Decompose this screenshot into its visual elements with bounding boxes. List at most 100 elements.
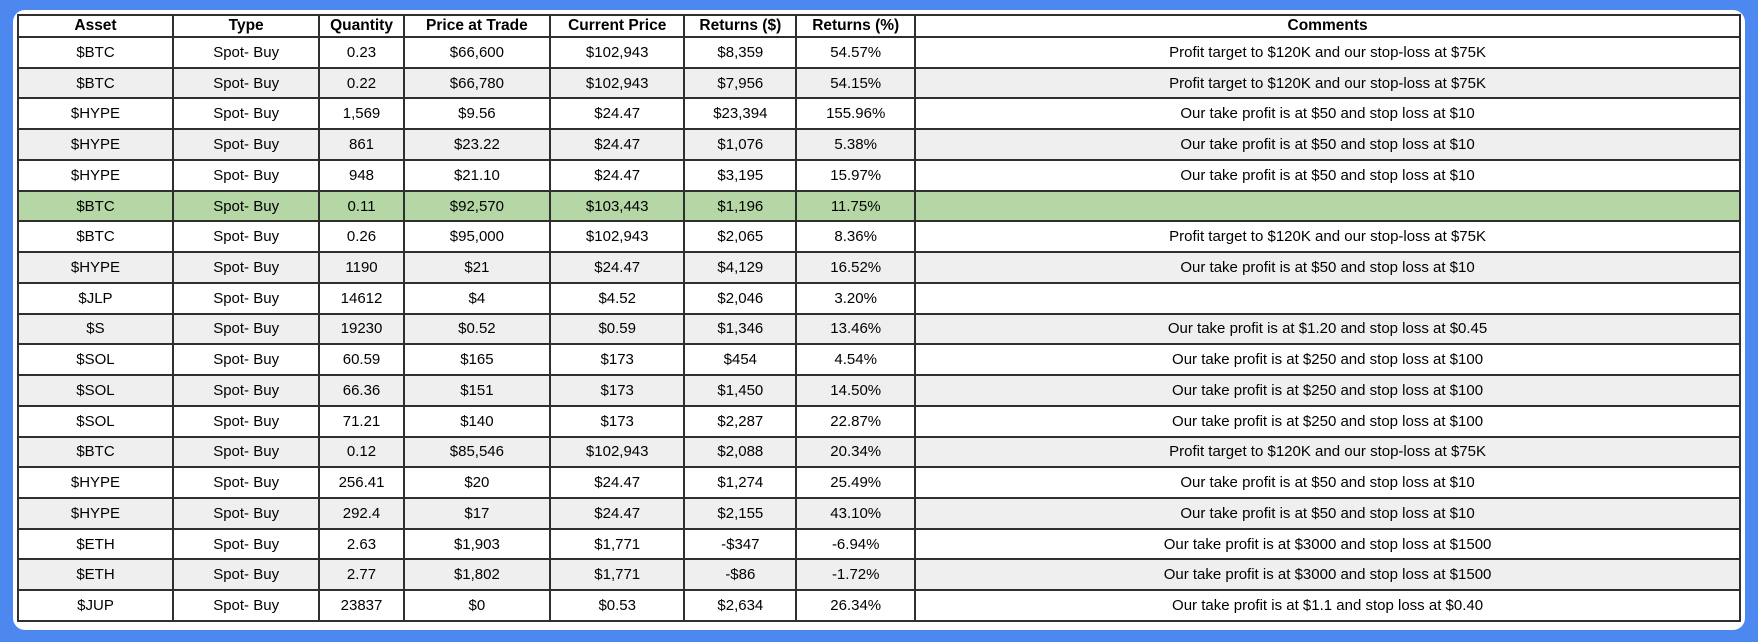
cell-type[interactable]: Spot- Buy bbox=[171, 66, 321, 100]
cell-quantity[interactable]: 60.59 bbox=[318, 343, 405, 377]
column-header-returns_pct[interactable]: Returns (%) bbox=[795, 14, 917, 38]
cell-asset[interactable]: $BTC bbox=[17, 220, 174, 254]
cell-comments[interactable]: Our take profit is at $3000 and stop los… bbox=[914, 558, 1741, 592]
cell-comments[interactable]: Profit target to $120K and our stop-loss… bbox=[914, 435, 1741, 469]
cell-current_price[interactable]: $24.47 bbox=[549, 497, 686, 530]
cell-returns_pct[interactable]: 155.96% bbox=[795, 97, 917, 131]
cell-returns_pct[interactable]: 54.15% bbox=[795, 66, 917, 100]
cell-price_at_trade[interactable]: $21 bbox=[402, 251, 552, 284]
cell-quantity[interactable]: 0.23 bbox=[318, 36, 405, 69]
cell-price_at_trade[interactable]: $0 bbox=[402, 589, 552, 622]
cell-returns_usd[interactable]: $1,346 bbox=[683, 312, 798, 346]
cell-returns_usd[interactable]: $4,129 bbox=[683, 251, 798, 284]
cell-type[interactable]: Spot- Buy bbox=[171, 527, 321, 561]
cell-asset[interactable]: $BTC bbox=[17, 189, 174, 223]
cell-asset[interactable]: $HYPE bbox=[17, 128, 174, 161]
cell-returns_usd[interactable]: $1,076 bbox=[683, 128, 798, 161]
cell-current_price[interactable]: $24.47 bbox=[549, 158, 686, 192]
cell-quantity[interactable]: 0.22 bbox=[318, 66, 405, 100]
cell-price_at_trade[interactable]: $21.10 bbox=[402, 158, 552, 192]
cell-price_at_trade[interactable]: $140 bbox=[402, 404, 552, 438]
column-header-current_price[interactable]: Current Price bbox=[549, 14, 686, 38]
cell-price_at_trade[interactable]: $165 bbox=[402, 343, 552, 377]
cell-returns_usd[interactable]: $2,155 bbox=[683, 497, 798, 530]
cell-comments[interactable]: Our take profit is at $3000 and stop los… bbox=[914, 527, 1741, 561]
cell-current_price[interactable]: $103,443 bbox=[549, 189, 686, 223]
column-header-comments[interactable]: Comments bbox=[914, 14, 1741, 38]
cell-asset[interactable]: $SOL bbox=[17, 343, 174, 377]
cell-returns_usd[interactable]: $2,287 bbox=[683, 404, 798, 438]
cell-price_at_trade[interactable]: $95,000 bbox=[402, 220, 552, 254]
cell-asset[interactable]: $JUP bbox=[17, 589, 174, 622]
cell-returns_pct[interactable]: 4.54% bbox=[795, 343, 917, 377]
cell-comments[interactable]: Our take profit is at $50 and stop loss … bbox=[914, 497, 1741, 530]
cell-returns_pct[interactable]: 11.75% bbox=[795, 189, 917, 223]
cell-returns_pct[interactable]: 22.87% bbox=[795, 404, 917, 438]
cell-returns_pct[interactable]: 25.49% bbox=[795, 466, 917, 500]
cell-price_at_trade[interactable]: $92,570 bbox=[402, 189, 552, 223]
cell-price_at_trade[interactable]: $85,546 bbox=[402, 435, 552, 469]
cell-comments[interactable]: Profit target to $120K and our stop-loss… bbox=[914, 66, 1741, 100]
cell-comments[interactable]: Our take profit is at $1.20 and stop los… bbox=[914, 312, 1741, 346]
cell-asset[interactable]: $HYPE bbox=[17, 97, 174, 131]
cell-comments[interactable] bbox=[914, 281, 1741, 315]
cell-comments[interactable]: Our take profit is at $50 and stop loss … bbox=[914, 158, 1741, 192]
cell-quantity[interactable]: 256.41 bbox=[318, 466, 405, 500]
cell-comments[interactable]: Our take profit is at $50 and stop loss … bbox=[914, 466, 1741, 500]
cell-returns_pct[interactable]: 5.38% bbox=[795, 128, 917, 161]
cell-quantity[interactable]: 71.21 bbox=[318, 404, 405, 438]
cell-asset[interactable]: $S bbox=[17, 312, 174, 346]
cell-current_price[interactable]: $102,943 bbox=[549, 36, 686, 69]
cell-comments[interactable] bbox=[914, 189, 1741, 223]
cell-asset[interactable]: $BTC bbox=[17, 66, 174, 100]
column-header-asset[interactable]: Asset bbox=[17, 14, 174, 38]
cell-current_price[interactable]: $102,943 bbox=[549, 435, 686, 469]
cell-returns_pct[interactable]: 3.20% bbox=[795, 281, 917, 315]
cell-type[interactable]: Spot- Buy bbox=[171, 558, 321, 592]
cell-returns_pct[interactable]: 26.34% bbox=[795, 589, 917, 622]
cell-price_at_trade[interactable]: $23.22 bbox=[402, 128, 552, 161]
cell-returns_pct[interactable]: -6.94% bbox=[795, 527, 917, 561]
cell-price_at_trade[interactable]: $4 bbox=[402, 281, 552, 315]
column-header-type[interactable]: Type bbox=[171, 14, 321, 38]
cell-quantity[interactable]: 948 bbox=[318, 158, 405, 192]
cell-returns_usd[interactable]: $454 bbox=[683, 343, 798, 377]
cell-type[interactable]: Spot- Buy bbox=[171, 251, 321, 284]
cell-type[interactable]: Spot- Buy bbox=[171, 589, 321, 622]
cell-current_price[interactable]: $173 bbox=[549, 404, 686, 438]
cell-asset[interactable]: $BTC bbox=[17, 36, 174, 69]
cell-returns_pct[interactable]: 14.50% bbox=[795, 374, 917, 407]
cell-quantity[interactable]: 0.11 bbox=[318, 189, 405, 223]
cell-type[interactable]: Spot- Buy bbox=[171, 374, 321, 407]
cell-asset[interactable]: $SOL bbox=[17, 374, 174, 407]
cell-quantity[interactable]: 0.26 bbox=[318, 220, 405, 254]
cell-returns_usd[interactable]: $1,450 bbox=[683, 374, 798, 407]
cell-returns_pct[interactable]: -1.72% bbox=[795, 558, 917, 592]
cell-comments[interactable]: Our take profit is at $50 and stop loss … bbox=[914, 128, 1741, 161]
cell-type[interactable]: Spot- Buy bbox=[171, 466, 321, 500]
cell-returns_usd[interactable]: $2,634 bbox=[683, 589, 798, 622]
column-header-returns_usd[interactable]: Returns ($) bbox=[683, 14, 798, 38]
cell-price_at_trade[interactable]: $1,903 bbox=[402, 527, 552, 561]
cell-returns_usd[interactable]: $1,274 bbox=[683, 466, 798, 500]
cell-returns_usd[interactable]: $23,394 bbox=[683, 97, 798, 131]
cell-asset[interactable]: $HYPE bbox=[17, 158, 174, 192]
cell-asset[interactable]: $BTC bbox=[17, 435, 174, 469]
cell-quantity[interactable]: 23837 bbox=[318, 589, 405, 622]
cell-returns_usd[interactable]: -$347 bbox=[683, 527, 798, 561]
cell-type[interactable]: Spot- Buy bbox=[171, 281, 321, 315]
cell-type[interactable]: Spot- Buy bbox=[171, 128, 321, 161]
cell-asset[interactable]: $SOL bbox=[17, 404, 174, 438]
cell-comments[interactable]: Our take profit is at $250 and stop loss… bbox=[914, 374, 1741, 407]
column-header-quantity[interactable]: Quantity bbox=[318, 14, 405, 38]
cell-returns_usd[interactable]: $2,088 bbox=[683, 435, 798, 469]
cell-asset[interactable]: $HYPE bbox=[17, 466, 174, 500]
cell-comments[interactable]: Profit target to $120K and our stop-loss… bbox=[914, 220, 1741, 254]
cell-returns_pct[interactable]: 20.34% bbox=[795, 435, 917, 469]
cell-returns_usd[interactable]: $2,046 bbox=[683, 281, 798, 315]
cell-price_at_trade[interactable]: $0.52 bbox=[402, 312, 552, 346]
cell-returns_pct[interactable]: 16.52% bbox=[795, 251, 917, 284]
cell-quantity[interactable]: 292.4 bbox=[318, 497, 405, 530]
cell-price_at_trade[interactable]: $66,600 bbox=[402, 36, 552, 69]
cell-price_at_trade[interactable]: $9.56 bbox=[402, 97, 552, 131]
